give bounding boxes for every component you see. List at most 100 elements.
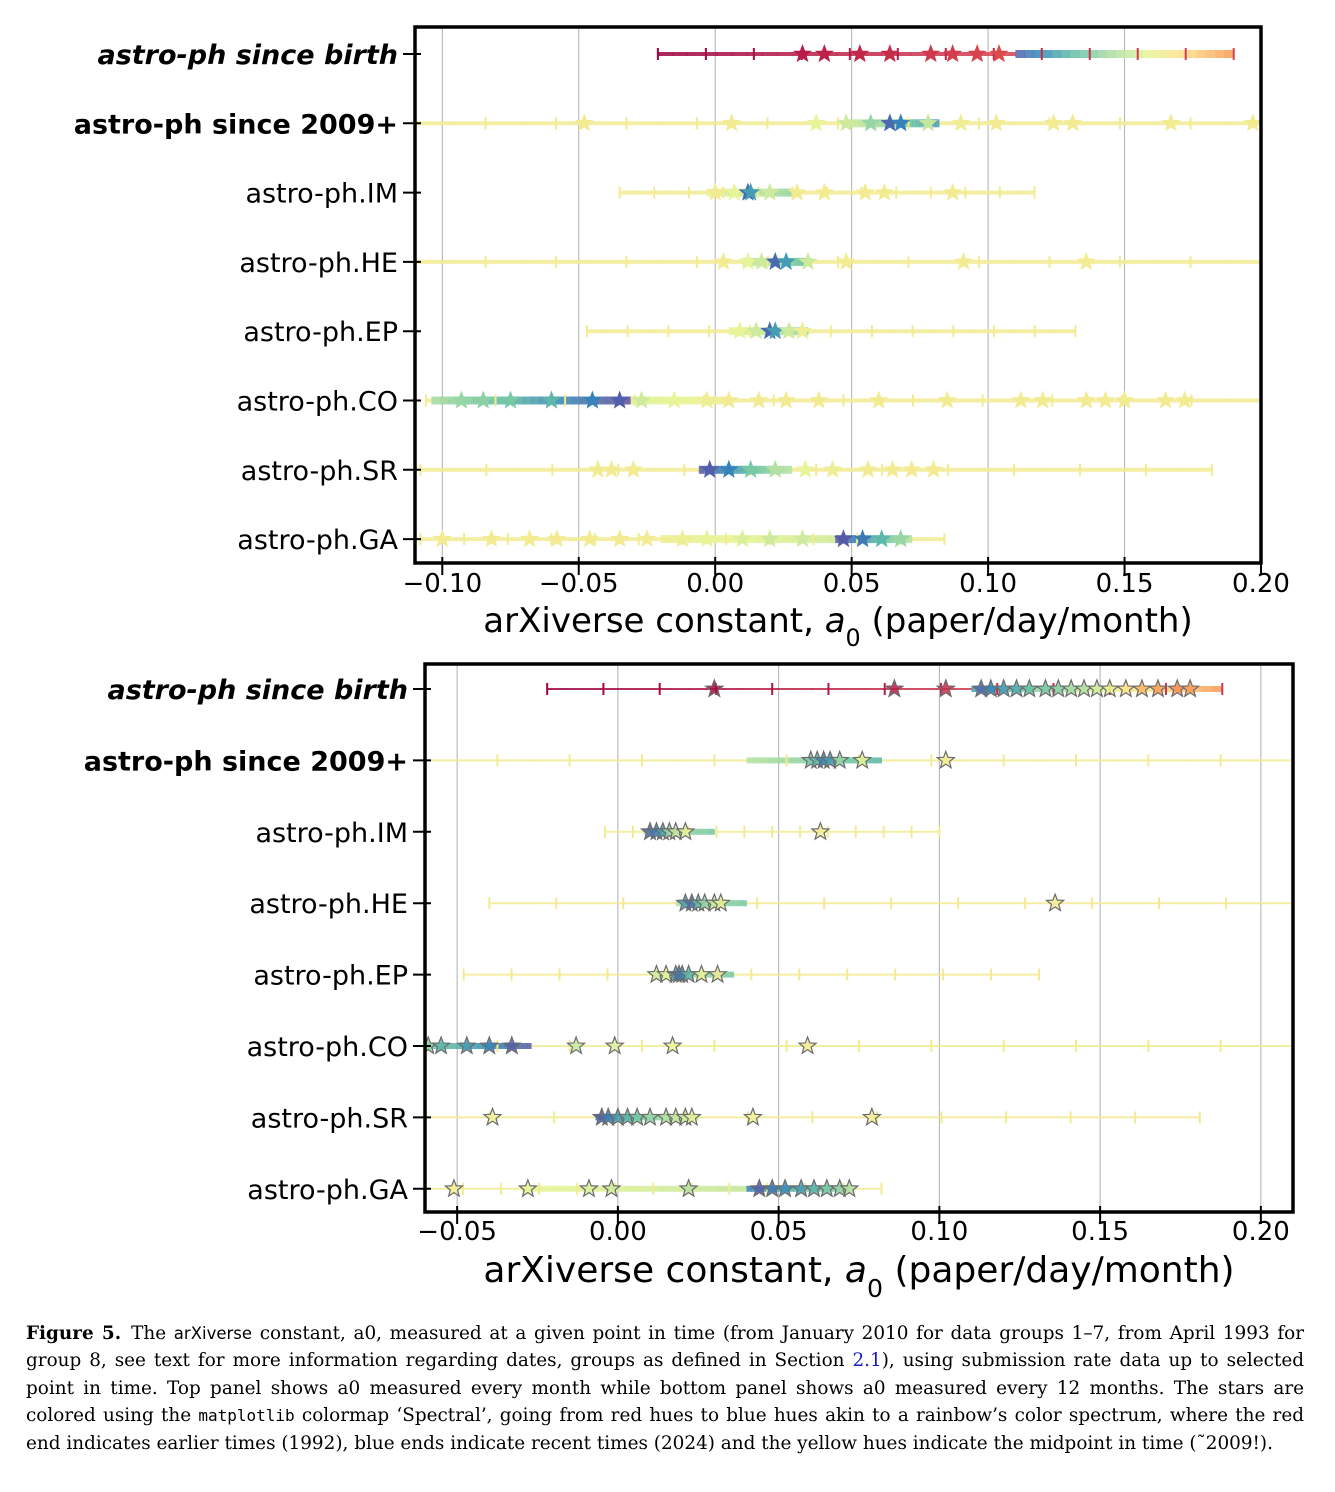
data-star bbox=[730, 321, 750, 340]
data-star bbox=[1044, 892, 1066, 912]
data-star bbox=[574, 113, 594, 132]
data-star bbox=[580, 529, 600, 548]
series-astro-ph-im bbox=[618, 182, 1036, 201]
data-star bbox=[797, 1035, 818, 1055]
data-star bbox=[798, 251, 818, 270]
data-star bbox=[672, 529, 692, 548]
data-star bbox=[836, 113, 856, 132]
data-star bbox=[924, 459, 944, 478]
data-star bbox=[719, 459, 739, 478]
data-star bbox=[943, 44, 963, 63]
caption-label: Figure 5. bbox=[26, 1323, 122, 1344]
x-tick-label: 0.20 bbox=[1232, 569, 1290, 599]
data-star bbox=[855, 182, 875, 201]
data-star bbox=[760, 529, 780, 548]
data-star bbox=[451, 390, 471, 409]
data-star bbox=[456, 1035, 477, 1055]
data-star bbox=[883, 459, 903, 478]
data-star bbox=[810, 821, 831, 841]
data-star bbox=[501, 1035, 522, 1055]
data-star bbox=[951, 113, 971, 132]
series-astro-ph-co bbox=[424, 390, 1261, 409]
data-star bbox=[880, 113, 900, 132]
caption-text-2: constant, a0, measured at a given point … bbox=[26, 1323, 1305, 1372]
x-axis-label: arXiverse constant, a0 (paper/day/month) bbox=[483, 601, 1192, 652]
caption-text-3: ), using submission rate data up to sele… bbox=[26, 1350, 1304, 1427]
series-astro-ph-since-birth bbox=[546, 678, 1224, 698]
series-astro-ph-ep bbox=[462, 963, 1041, 984]
x-tick-label: −0.10 bbox=[402, 569, 482, 599]
data-star bbox=[891, 113, 911, 132]
series-astro-ph-im bbox=[604, 821, 941, 841]
data-star bbox=[713, 251, 733, 270]
y-tick-label: astro-ph.EP bbox=[243, 317, 398, 348]
data-star bbox=[1131, 678, 1153, 698]
series-astro-ph-since-2009- bbox=[415, 113, 1261, 132]
data-star bbox=[697, 529, 717, 548]
data-star bbox=[852, 749, 873, 770]
data-star bbox=[829, 749, 850, 770]
data-star bbox=[918, 113, 938, 132]
data-star bbox=[1175, 390, 1195, 409]
data-star bbox=[578, 1178, 600, 1198]
data-star bbox=[1115, 678, 1137, 698]
data-star bbox=[989, 44, 1009, 63]
data-star bbox=[738, 251, 758, 270]
series-astro-ph-ep bbox=[585, 321, 1077, 340]
y-tick-label: astro-ph.HE bbox=[239, 248, 398, 279]
y-tick-label: astro-ph.SR bbox=[241, 456, 398, 487]
data-star bbox=[1076, 390, 1096, 409]
data-star bbox=[742, 1106, 764, 1127]
data-star bbox=[691, 963, 712, 984]
data-star bbox=[582, 390, 602, 409]
data-star bbox=[473, 390, 493, 409]
data-star bbox=[861, 1106, 883, 1127]
data-star bbox=[732, 529, 752, 548]
data-star bbox=[1095, 390, 1115, 409]
data-star bbox=[1011, 390, 1031, 409]
data-star bbox=[1076, 251, 1096, 270]
series-astro-ph-sr bbox=[425, 1106, 1201, 1127]
y-tick-label: astro-ph.GA bbox=[237, 525, 398, 556]
data-star bbox=[765, 459, 785, 478]
data-star bbox=[874, 182, 894, 201]
data-star bbox=[902, 459, 922, 478]
data-star bbox=[443, 1178, 465, 1198]
data-star bbox=[719, 390, 739, 409]
data-star bbox=[588, 459, 608, 478]
data-star bbox=[664, 390, 684, 409]
data-star bbox=[430, 1035, 452, 1055]
data-star bbox=[741, 182, 761, 201]
data-star bbox=[765, 251, 785, 270]
axes-frame bbox=[413, 25, 1263, 565]
data-star bbox=[520, 529, 540, 548]
series-astro-ph-he bbox=[488, 892, 1293, 912]
y-tick-label: astro-ph since birth bbox=[107, 675, 408, 706]
plot-area bbox=[425, 678, 1293, 1198]
data-star bbox=[858, 459, 878, 478]
series-astro-ph-ga bbox=[425, 1178, 883, 1198]
data-star bbox=[637, 529, 657, 548]
caption-code: matplotlib bbox=[198, 1406, 295, 1426]
x-tick-label: 0.10 bbox=[910, 1217, 968, 1247]
data-star bbox=[482, 1106, 503, 1127]
data-star bbox=[765, 321, 785, 340]
data-star bbox=[704, 678, 725, 698]
section-link[interactable]: 2.1 bbox=[852, 1350, 882, 1372]
data-star bbox=[547, 529, 567, 548]
data-star bbox=[861, 113, 881, 132]
y-tick-label: astro-ph since 2009+ bbox=[74, 109, 398, 140]
series-astro-ph-sr bbox=[419, 459, 1213, 478]
data-star bbox=[921, 44, 941, 63]
data-star bbox=[724, 182, 744, 201]
data-star bbox=[884, 678, 905, 698]
data-star bbox=[1044, 113, 1064, 132]
data-star bbox=[1161, 113, 1181, 132]
data-star bbox=[795, 459, 815, 478]
x-tick-label: −0.05 bbox=[417, 1217, 497, 1247]
data-star bbox=[760, 182, 780, 201]
data-star bbox=[710, 892, 731, 912]
data-star bbox=[793, 44, 813, 63]
data-star bbox=[541, 390, 561, 409]
y-tick-label: astro-ph.CO bbox=[237, 387, 398, 418]
